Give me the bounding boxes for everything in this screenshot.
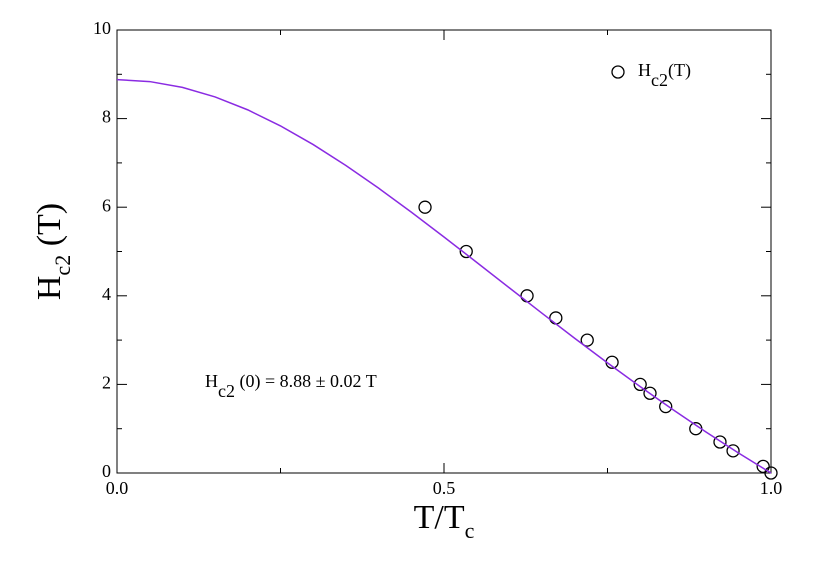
legend-label-part: c2 <box>651 70 668 90</box>
annotation-part: H <box>205 371 218 391</box>
data-point <box>633 377 647 392</box>
annotation: Hc2 (0) = 8.88 ± 0.02 T <box>205 371 377 401</box>
legend-label-part: H <box>638 60 651 80</box>
x-tick-label: 0.5 <box>433 478 456 498</box>
y-tick-label: 4 <box>102 284 111 304</box>
y-axis-label-part: H <box>31 276 68 301</box>
legend-label: Hc2(T) <box>638 60 691 90</box>
data-point <box>580 333 594 347</box>
data-point <box>764 466 778 480</box>
y-axis-label: Hc2 (T) <box>31 203 75 300</box>
y-axis-label-part: (T) <box>31 203 68 255</box>
data-point <box>643 386 657 400</box>
data-point <box>756 459 770 474</box>
data-point <box>659 399 673 414</box>
x-tick-label: 0.0 <box>106 478 129 498</box>
annotation-part: c2 <box>218 381 235 401</box>
data-point <box>459 244 473 259</box>
data-point <box>520 289 534 303</box>
x-axis-label: T/Tc <box>414 499 475 543</box>
annotation-part: (0) = 8.88 ± 0.02 T <box>235 371 377 392</box>
x-axis-label-part: c <box>465 518 475 543</box>
data-point <box>418 200 432 214</box>
data-point <box>713 435 727 449</box>
y-tick-label: 0 <box>102 461 111 481</box>
y-tick-label: 8 <box>102 107 111 127</box>
x-axis-label-part: T/T <box>414 499 465 536</box>
y-tick-label: 6 <box>102 195 111 215</box>
y-tick-label: 10 <box>93 18 111 38</box>
data-point <box>726 444 740 458</box>
y-tick-label: 2 <box>102 373 111 393</box>
y-axis-label-part: c2 <box>50 255 75 276</box>
legend-label-part: (T) <box>668 60 691 81</box>
legend-marker <box>611 65 625 79</box>
x-tick-label: 1.0 <box>760 478 783 498</box>
data-point <box>549 311 563 325</box>
fit-line <box>116 78 772 474</box>
